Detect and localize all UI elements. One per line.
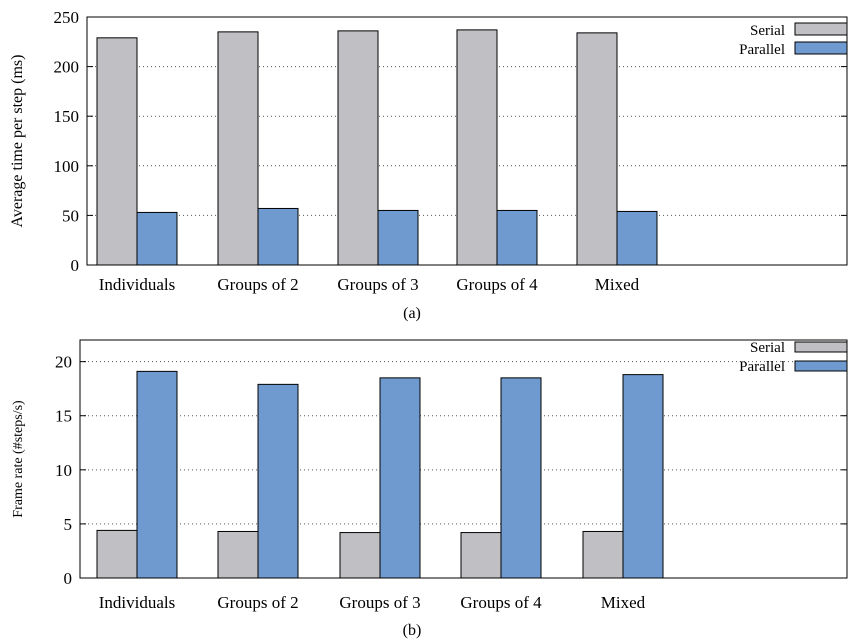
bar-parallel-4 [616,210,658,266]
legend-swatch-parallel [794,41,848,55]
bar-parallel-0 [136,211,178,266]
x-tick-label: Groups of 3 [339,593,420,612]
bar-serial-1 [217,530,259,579]
bar-serial-1 [217,31,259,266]
y-axis-label: Frame rate (#steps/s) [11,400,26,518]
bar-serial-2 [339,532,381,579]
x-tick-label: Groups of 2 [217,593,298,612]
legend-swatch-serial [794,341,848,353]
legend-label-serial: Serial [750,340,785,356]
panel-caption: (a) [403,305,421,322]
legend-label-parallel: Parallel [739,42,785,58]
x-tick-label: Groups of 2 [217,275,298,294]
bar-parallel-4 [622,374,664,579]
bar-serial-3 [456,29,498,266]
bar-parallel-1 [257,207,299,266]
y-tick-label: 250 [54,8,80,27]
y-tick-label: 150 [54,107,80,126]
x-tick-label: Groups of 3 [337,275,418,294]
legend-label-serial: Serial [750,23,785,39]
bar-serial-3 [460,532,502,579]
legend: Serial Parallel [739,22,848,58]
legend: Serial Parallel [739,340,848,375]
x-tick-label: Mixed [601,593,646,612]
bar-parallel-3 [496,209,538,266]
x-tick-label: Groups of 4 [460,593,542,612]
bar-serial-0 [96,37,138,266]
legend-swatch-serial [794,22,848,36]
y-tick-label: 0 [71,256,80,275]
bar-serial-0 [96,529,138,579]
y-tick-label: 10 [55,461,72,480]
bar-serial-4 [576,32,618,266]
bar-serial-2 [337,30,379,266]
y-tick-label: 50 [62,206,79,225]
y-tick-label: 0 [64,569,73,588]
y-tick-label: 20 [55,353,72,372]
legend-label-parallel: Parallel [739,359,785,375]
bar-parallel-2 [377,209,419,266]
y-axis-label: Average time per step (ms) [9,55,26,228]
y-tick-label: 100 [54,157,80,176]
chart-panel-b: 0 5 10 15 20 Frame rate (#steps/s) Individuals… [11,339,848,639]
y-tick-label: 5 [64,515,73,534]
y-tick-label: 15 [55,407,72,426]
bar-serial-4 [582,530,624,579]
chart-panel-a: 0 50 100 150 200 250 Average time per step (ms… [9,8,848,322]
x-tick-label: Individuals [99,275,176,294]
panel-caption: (b) [403,622,422,639]
x-tick-label: Groups of 4 [456,275,538,294]
bar-parallel-2 [379,377,421,579]
bar-parallel-0 [136,370,178,579]
x-tick-label: Mixed [595,275,640,294]
bar-parallel-3 [500,377,542,579]
x-tick-label: Individuals [99,593,176,612]
bar-parallel-1 [257,383,299,579]
y-tick-label: 200 [54,58,80,77]
legend-swatch-parallel [794,360,848,372]
